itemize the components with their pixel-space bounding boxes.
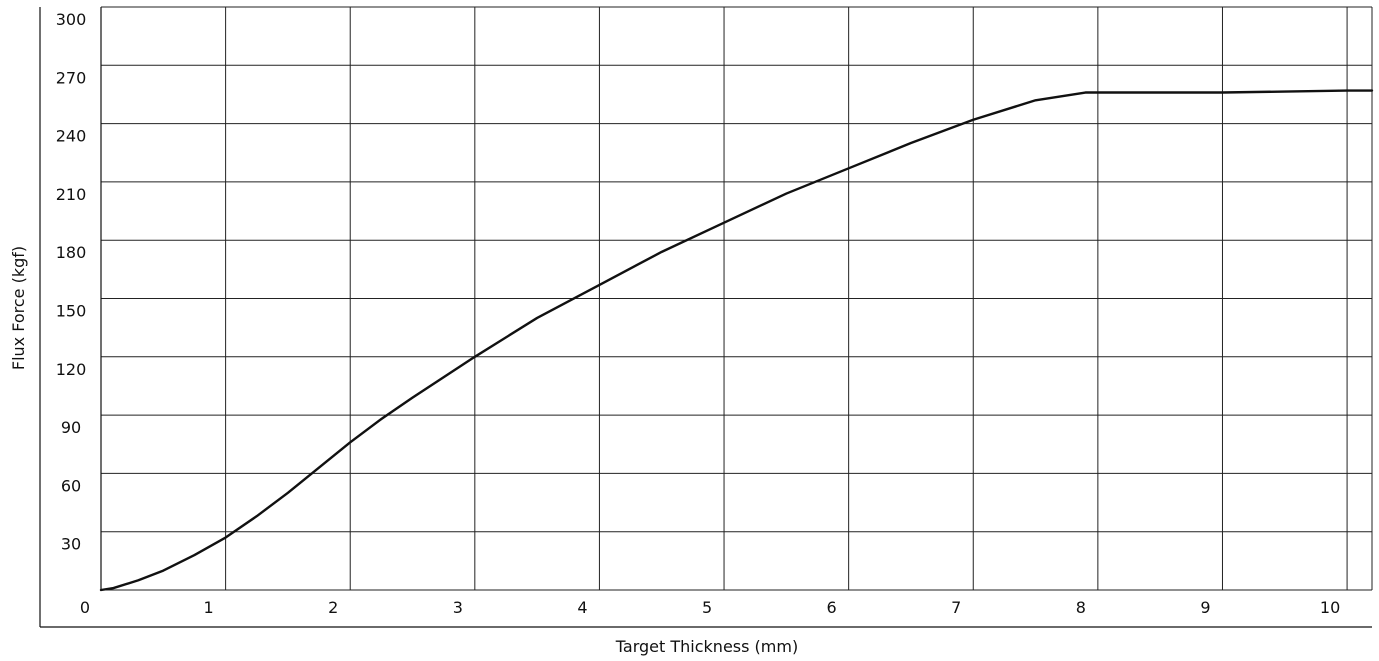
- x-tick-label: 10: [1320, 598, 1340, 617]
- y-tick-label: 150: [56, 302, 87, 321]
- x-axis-title: Target Thickness (mm): [615, 637, 798, 656]
- y-tick-label: 300: [56, 10, 87, 29]
- x-tick-label: 3: [453, 598, 463, 617]
- tick-labels: 0 1 2 3 4 5 6 7 8 9 10 30 60 90 120 150 180 210 240 270 300: [56, 10, 1341, 617]
- x-tick-label: 7: [951, 598, 961, 617]
- axes: [39, 7, 1372, 628]
- x-tick-label: 2: [328, 598, 338, 617]
- grid: [101, 6, 1373, 591]
- y-tick-label: 120: [56, 360, 87, 379]
- x-tick-label: 4: [577, 598, 587, 617]
- series: [99, 89, 1374, 592]
- series-line-0: [99, 89, 1374, 592]
- y-tick-label: 210: [56, 185, 87, 204]
- y-tick-label: 180: [56, 243, 87, 262]
- y-tick-label: 90: [61, 418, 81, 437]
- x-tick-label: 6: [827, 598, 837, 617]
- y-tick-label: 270: [56, 68, 87, 87]
- y-tick-label: 30: [61, 535, 81, 554]
- x-tick-label: 9: [1200, 598, 1210, 617]
- x-tick-label: 8: [1076, 598, 1086, 617]
- x-tick-label: 1: [204, 598, 214, 617]
- x-tick-label: 5: [702, 598, 712, 617]
- y-tick-label: 240: [56, 127, 87, 146]
- y-tick-label: 60: [61, 476, 81, 495]
- x-tick-label: 0: [80, 598, 90, 617]
- y-axis-title: Flux Force (kgf): [9, 246, 28, 370]
